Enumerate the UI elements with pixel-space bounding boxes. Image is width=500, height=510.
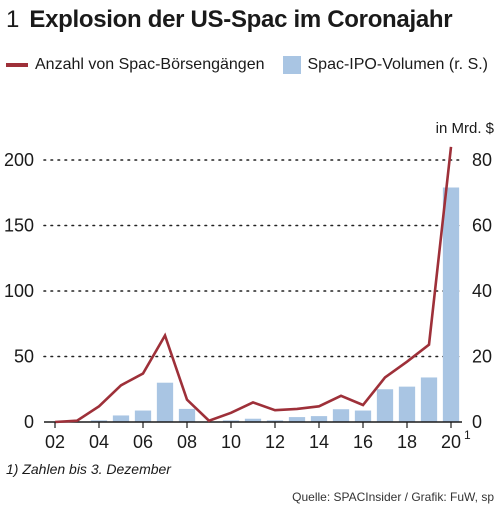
bar [222, 420, 240, 422]
chart-title: Explosion der US-Spac im Coronajahr [29, 6, 453, 33]
y-right-tick-label: 40 [472, 281, 492, 301]
x-tick-label: 12 [265, 432, 285, 452]
bar [354, 410, 372, 422]
y-left-tick-label: 0 [24, 412, 34, 432]
x-tick-label: 14 [309, 432, 329, 452]
y-right-tick-label: 60 [472, 216, 492, 236]
bar [442, 187, 460, 422]
title-row: 1 Explosion der US-Spac im Coronajahr [6, 6, 453, 34]
y-left-tick-label: 150 [4, 216, 34, 236]
bar [244, 418, 262, 422]
y-left-tick-label: 200 [4, 150, 34, 170]
x-tick-label: 18 [397, 432, 417, 452]
y-right-tick-label: 80 [472, 150, 492, 170]
chart-svg: 0 0 50 20 100 40 150 60 200 80 02 04 06 08 10 12 14 16 18 2… [4, 146, 492, 452]
x-tick-label: 06 [133, 432, 153, 452]
bar [112, 415, 130, 422]
legend-line-swatch [6, 63, 28, 67]
bar [178, 408, 196, 422]
bar [376, 389, 394, 422]
bar [90, 420, 108, 422]
bar [310, 416, 328, 422]
right-axis-unit: in Mrd. $ [435, 120, 494, 137]
x-tick-label: 08 [177, 432, 197, 452]
bar [332, 409, 350, 422]
y-right-tick-label: 0 [472, 412, 482, 432]
bar [266, 420, 284, 422]
chart-number: 1 [6, 6, 20, 33]
x-tick-label: 20 [441, 432, 461, 452]
bar [420, 377, 438, 422]
series-line [54, 146, 453, 424]
legend-line-label: Anzahl von Spac-Börsengängen [35, 56, 265, 73]
x-tick-label: 04 [89, 432, 109, 452]
x-tick-label: 16 [353, 432, 373, 452]
bar [156, 382, 174, 422]
y-left-tick-label: 50 [14, 347, 34, 367]
legend-bar-label: Spac-IPO-Volumen (r. S.) [307, 56, 489, 73]
footnote: 1) Zahlen bis 3. Dezember [6, 461, 171, 477]
legend-bar-swatch [282, 56, 301, 74]
y-left-tick-label: 100 [4, 281, 34, 301]
legend: Anzahl von Spac-Börsengängen Spac-IPO-Vo… [6, 56, 488, 74]
x-tick-label: 02 [45, 432, 65, 452]
x-tick-label: 10 [221, 432, 241, 452]
bar [398, 386, 416, 422]
bar [134, 410, 152, 422]
source-line: Quelle: SPACInsider / Grafik: FuW, sp [292, 490, 494, 504]
x-tick-superscript: 1 [464, 428, 471, 442]
bar [288, 417, 306, 422]
y-right-tick-label: 20 [472, 347, 492, 367]
